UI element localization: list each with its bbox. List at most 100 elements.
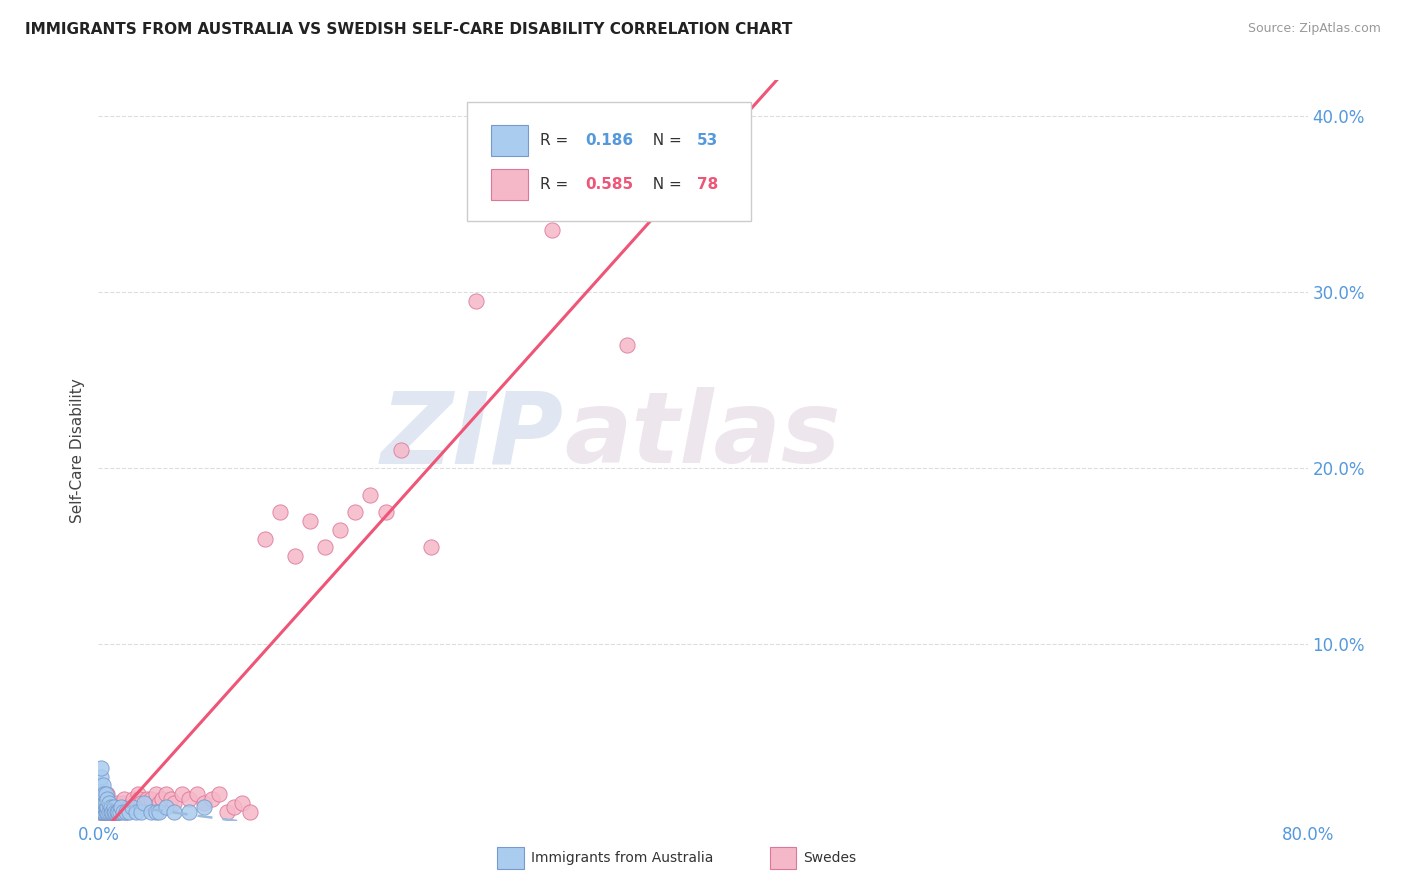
Point xyxy=(186,787,208,801)
Point xyxy=(100,805,122,819)
Point xyxy=(91,796,114,810)
Point xyxy=(121,799,143,814)
Point xyxy=(155,799,177,814)
Point xyxy=(98,805,121,819)
Point xyxy=(269,505,291,519)
Point xyxy=(89,778,111,792)
Point xyxy=(329,523,352,537)
Point xyxy=(91,799,114,814)
Point xyxy=(94,787,117,801)
Point xyxy=(101,805,124,819)
Point xyxy=(129,796,152,810)
Point xyxy=(89,787,111,801)
Point xyxy=(103,799,125,814)
Point xyxy=(132,799,155,814)
Text: 53: 53 xyxy=(697,133,718,148)
Point xyxy=(90,796,112,810)
Y-axis label: Self-Care Disability: Self-Care Disability xyxy=(70,378,86,523)
Point xyxy=(110,799,132,814)
Point xyxy=(90,799,112,814)
Point xyxy=(299,514,322,528)
Point xyxy=(94,796,117,810)
Point xyxy=(94,799,117,814)
Point xyxy=(141,792,163,806)
Point xyxy=(160,792,183,806)
Point xyxy=(170,787,193,801)
Point xyxy=(93,799,115,814)
Point xyxy=(616,337,638,351)
Text: Swedes: Swedes xyxy=(803,851,856,864)
Point xyxy=(420,541,443,555)
Point xyxy=(148,796,170,810)
Text: R =: R = xyxy=(540,178,572,192)
Point xyxy=(89,799,111,814)
Bar xyxy=(769,847,796,869)
Point xyxy=(100,805,122,819)
Text: N =: N = xyxy=(643,178,686,192)
Point xyxy=(132,796,155,810)
Point xyxy=(193,799,215,814)
Point xyxy=(110,799,132,814)
Text: Immigrants from Australia: Immigrants from Australia xyxy=(531,851,714,864)
Point xyxy=(253,532,276,546)
Point xyxy=(98,805,121,819)
Point xyxy=(96,805,118,819)
Point xyxy=(179,792,201,806)
Point xyxy=(105,805,128,819)
Point xyxy=(93,805,115,819)
Point xyxy=(239,805,262,819)
Point xyxy=(111,796,134,810)
Point xyxy=(90,796,112,810)
Point xyxy=(129,805,152,819)
Point xyxy=(104,805,127,819)
Point xyxy=(150,792,173,806)
Point xyxy=(91,805,114,819)
Text: ZIP: ZIP xyxy=(381,387,564,484)
Point xyxy=(105,796,128,810)
Point xyxy=(465,293,488,308)
Point xyxy=(105,805,128,819)
Text: atlas: atlas xyxy=(564,387,841,484)
Point xyxy=(98,796,121,810)
Point xyxy=(344,505,367,519)
Point xyxy=(201,792,224,806)
Point xyxy=(108,805,131,819)
Point xyxy=(90,787,112,801)
Point xyxy=(94,805,117,819)
Point xyxy=(121,796,143,810)
Point xyxy=(96,792,118,806)
Point xyxy=(90,805,112,819)
Point xyxy=(103,799,125,814)
Point xyxy=(91,787,114,801)
Point xyxy=(118,799,141,814)
Point xyxy=(114,805,136,819)
Point xyxy=(93,787,115,801)
Point xyxy=(112,792,135,806)
Bar xyxy=(498,847,524,869)
Bar xyxy=(492,169,527,200)
Point xyxy=(94,799,117,814)
Point xyxy=(101,805,124,819)
Point xyxy=(96,796,118,810)
Point xyxy=(122,792,145,806)
Point xyxy=(107,805,129,819)
Point xyxy=(284,549,307,564)
Point xyxy=(314,541,336,555)
Point xyxy=(94,787,117,801)
Point xyxy=(89,796,111,810)
Point xyxy=(91,799,114,814)
Point xyxy=(145,787,167,801)
Text: Source: ZipAtlas.com: Source: ZipAtlas.com xyxy=(1247,22,1381,36)
Text: IMMIGRANTS FROM AUSTRALIA VS SWEDISH SELF-CARE DISABILITY CORRELATION CHART: IMMIGRANTS FROM AUSTRALIA VS SWEDISH SEL… xyxy=(25,22,793,37)
Point xyxy=(128,792,150,806)
Point xyxy=(163,805,186,819)
Point xyxy=(104,805,127,819)
Point xyxy=(193,796,215,810)
Point xyxy=(96,787,118,801)
Text: 0.186: 0.186 xyxy=(586,133,634,148)
Point xyxy=(91,787,114,801)
Point xyxy=(125,796,148,810)
Point xyxy=(141,805,163,819)
Point xyxy=(89,796,111,810)
Point xyxy=(148,805,170,819)
